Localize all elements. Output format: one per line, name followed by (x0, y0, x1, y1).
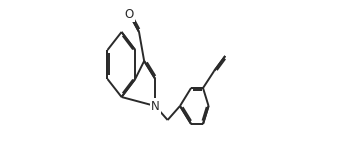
Text: N: N (151, 100, 160, 112)
Text: O: O (125, 8, 134, 21)
